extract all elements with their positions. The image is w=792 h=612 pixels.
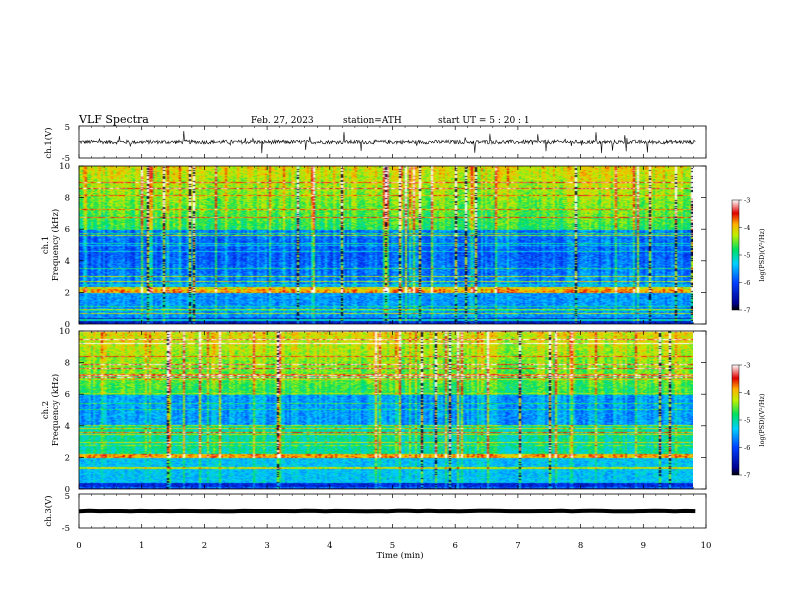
ch1-colorbar-tick-label: -4 bbox=[744, 224, 750, 232]
ch3-ytick-bottom: -5 bbox=[62, 524, 70, 534]
ch2-colorbar-tick-label: -3 bbox=[744, 362, 750, 370]
ch1-freq-axis-label-line2: Frequency (kHz) bbox=[50, 209, 61, 281]
ch1-colorbar-tick-label: -6 bbox=[744, 279, 750, 287]
ch2-spectrogram-ytick-label: 2 bbox=[65, 453, 70, 463]
ch3-waveform-trace bbox=[78, 508, 696, 514]
ch2-spectrogram-panel: 0 2 4 6 8 10 ch.2 Frequency (kHz) bbox=[41, 327, 707, 495]
x-tick-label: 0 bbox=[76, 541, 81, 551]
ch1-waveform-trace bbox=[78, 130, 696, 154]
ch2-colorbar-tick-label: -4 bbox=[744, 389, 750, 397]
start-time-label: start UT = 5 : 20 : 1 bbox=[438, 116, 530, 126]
ch2-colorbar-label: log(PSD)(V²/Hz) bbox=[758, 393, 766, 446]
time-axis-label: Time (min) bbox=[376, 550, 423, 561]
ch2-colorbar-gradient bbox=[731, 364, 740, 476]
ch1-spectrogram-ytick-label: 2 bbox=[65, 288, 70, 298]
ch1-spectrogram-ytick-label: 6 bbox=[65, 225, 70, 235]
ch1-spectrogram-image bbox=[79, 166, 693, 324]
ch1-colorbar-label: log(PSD)(V²/Hz) bbox=[758, 228, 766, 281]
ch2-colorbar: -3 -4 -5 -6 -7 log(PSD)(V²/Hz) bbox=[731, 362, 766, 480]
ch1-colorbar-tick-label: -5 bbox=[744, 252, 750, 260]
ch3-waveform-panel: 5 -5 ch.3(V) bbox=[43, 492, 707, 534]
x-tick-label: 1 bbox=[139, 541, 144, 551]
time-axis-ticks: 0 1 2 3 4 5 6 7 8 9 10 bbox=[76, 126, 711, 551]
ch1-colorbar-gradient bbox=[731, 199, 740, 311]
ch1-volt-axis-label: ch.1(V) bbox=[43, 127, 54, 158]
ch3-volt-axis-label: ch.3(V) bbox=[43, 495, 54, 526]
ch1-spectrogram-panel: 0 2 4 6 8 10 ch.1 Frequency (kHz) bbox=[41, 162, 707, 330]
ch1-ytick-top: 5 bbox=[65, 123, 70, 133]
x-tick-label: 4 bbox=[327, 541, 332, 551]
ch1-spectrogram-ytick-label: 4 bbox=[65, 257, 70, 267]
x-tick-label: 10 bbox=[701, 541, 712, 551]
x-tick-label: 9 bbox=[641, 541, 646, 551]
figure-title: VLF Spectra bbox=[78, 113, 149, 126]
ch3-ytick-top: 5 bbox=[65, 492, 70, 502]
ch2-spectrogram-ytick-label: 4 bbox=[65, 422, 70, 432]
ch1-spectrogram-ytick-label: 0 bbox=[65, 320, 70, 330]
x-tick-label: 2 bbox=[202, 541, 207, 551]
ch2-colorbar-tick-label: -7 bbox=[744, 472, 750, 480]
ch2-spectrogram-ytick-label: 10 bbox=[59, 327, 70, 337]
x-tick-label: 7 bbox=[515, 541, 520, 551]
ch2-spectrogram-ytick-label: 6 bbox=[65, 390, 70, 400]
x-tick-label: 8 bbox=[578, 541, 583, 551]
x-tick-label: 6 bbox=[452, 541, 457, 551]
x-tick-label: 3 bbox=[264, 541, 269, 551]
ch1-waveform-panel: 5 -5 ch.1(V) bbox=[43, 123, 707, 164]
ch2-spectrogram-image bbox=[79, 331, 693, 489]
ch1-ytick-bottom: -5 bbox=[62, 154, 70, 164]
ch2-freq-axis-label-line1: ch.2 bbox=[41, 401, 51, 419]
ch1-freq-axis-label-line1: ch.1 bbox=[41, 236, 51, 254]
ch1-spectrogram-ytick-label: 10 bbox=[59, 162, 70, 172]
ch1-spectrogram-ytick-label: 8 bbox=[65, 194, 70, 204]
ch2-spectrogram-ytick-label: 0 bbox=[65, 485, 70, 495]
ch2-freq-axis-label-line2: Frequency (kHz) bbox=[50, 374, 61, 446]
ch2-colorbar-tick-label: -6 bbox=[744, 444, 750, 452]
x-tick-label: 5 bbox=[390, 541, 395, 551]
ch2-spectrogram-ytick-label: 8 bbox=[65, 359, 70, 369]
ch1-colorbar-tick-label: -7 bbox=[744, 307, 750, 315]
ch1-colorbar-tick-label: -3 bbox=[744, 197, 750, 205]
ch2-colorbar-tick-label: -5 bbox=[744, 417, 750, 425]
date-label: Feb. 27, 2023 bbox=[251, 116, 314, 126]
ch1-colorbar: -3 -4 -5 -6 -7 log(PSD)(V²/Hz) bbox=[731, 197, 766, 315]
station-label: station=ATH bbox=[343, 116, 402, 126]
